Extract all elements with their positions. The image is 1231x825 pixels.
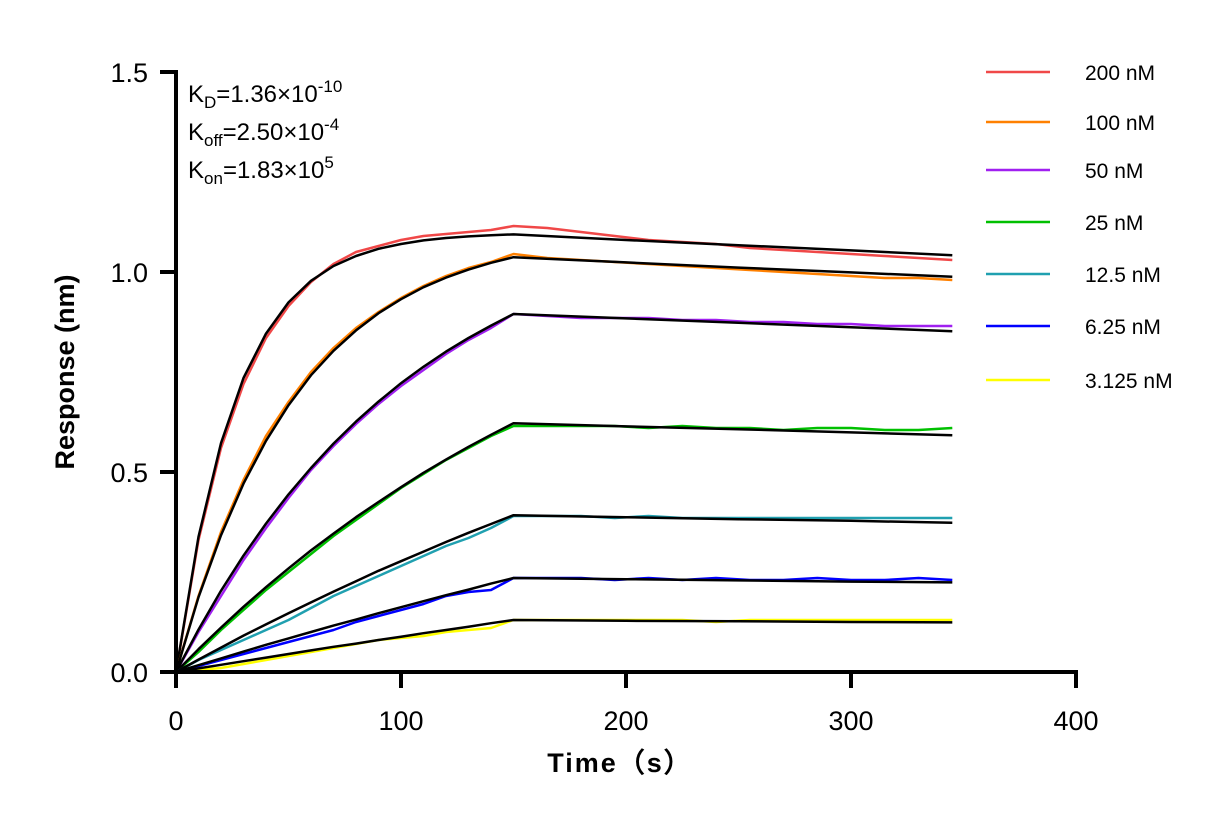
y-tick-label: 1.0 — [110, 258, 148, 288]
legend-item: 25 nM — [986, 212, 1143, 235]
measured-curve — [175, 576, 953, 674]
x-tick-label: 400 — [1053, 706, 1098, 736]
series-50-nM — [174, 312, 953, 673]
x-tick-label: 0 — [168, 706, 183, 736]
x-tick-label: 300 — [828, 706, 873, 736]
legend-item: 12.5 nM — [986, 264, 1161, 287]
series-6.25-nM — [175, 576, 953, 674]
y-tick-label: 0.0 — [110, 658, 148, 688]
legend-label: 25 nM — [1085, 212, 1143, 235]
legend-item: 6.25 nM — [986, 316, 1161, 339]
legend-item: 200 nM — [986, 62, 1155, 85]
legend-label: 3.125 nM — [1085, 370, 1173, 393]
legend-item: 50 nM — [986, 160, 1143, 183]
kinetic-constant-off: Koff=2.50×10-4 — [188, 115, 339, 150]
plot-area — [174, 224, 953, 674]
measured-curve — [175, 424, 953, 673]
kinetic-constant-D: KD=1.36×10-10 — [188, 77, 342, 112]
fit-curve — [175, 576, 953, 674]
legend-label: 50 nM — [1085, 160, 1143, 183]
fit-curve — [174, 312, 953, 673]
measured-curve — [175, 514, 953, 674]
measured-curve — [174, 224, 953, 673]
kinetic-constant-on: Kon=1.83×105 — [188, 153, 334, 188]
ticks: 0 100 200 300 400 0.0 0.5 1.0 1.5 — [110, 58, 1098, 736]
fit-curve — [174, 255, 953, 673]
series-100-nM — [174, 252, 953, 673]
measured-curve — [174, 312, 953, 673]
legend: 200 nM 100 nM 50 nM 25 nM 12.5 nM 6.25 nM 3.12… — [986, 62, 1173, 393]
y-axis-label: Response (nm) — [50, 274, 80, 469]
series-25-nM — [175, 421, 953, 673]
y-tick-label: 1.5 — [110, 58, 148, 88]
fit-curve — [175, 618, 953, 674]
x-axis-label: Time（s） — [547, 748, 693, 778]
fit-curve — [174, 233, 953, 673]
fit-curve — [175, 513, 953, 674]
legend-label: 200 nM — [1085, 62, 1155, 85]
legend-label: 12.5 nM — [1085, 264, 1161, 287]
series-3.125-nM — [175, 618, 953, 674]
fit-curve — [175, 421, 953, 673]
legend-item: 100 nM — [986, 112, 1155, 135]
x-tick-label: 200 — [603, 706, 648, 736]
x-tick-label: 100 — [378, 706, 423, 736]
y-tick-label: 0.5 — [110, 458, 148, 488]
measured-curve — [175, 618, 953, 674]
series-12.5-nM — [175, 513, 953, 674]
legend-item: 3.125 nM — [986, 370, 1173, 393]
series-200-nM — [174, 224, 953, 673]
legend-label: 100 nM — [1085, 112, 1155, 135]
legend-label: 6.25 nM — [1085, 316, 1161, 339]
